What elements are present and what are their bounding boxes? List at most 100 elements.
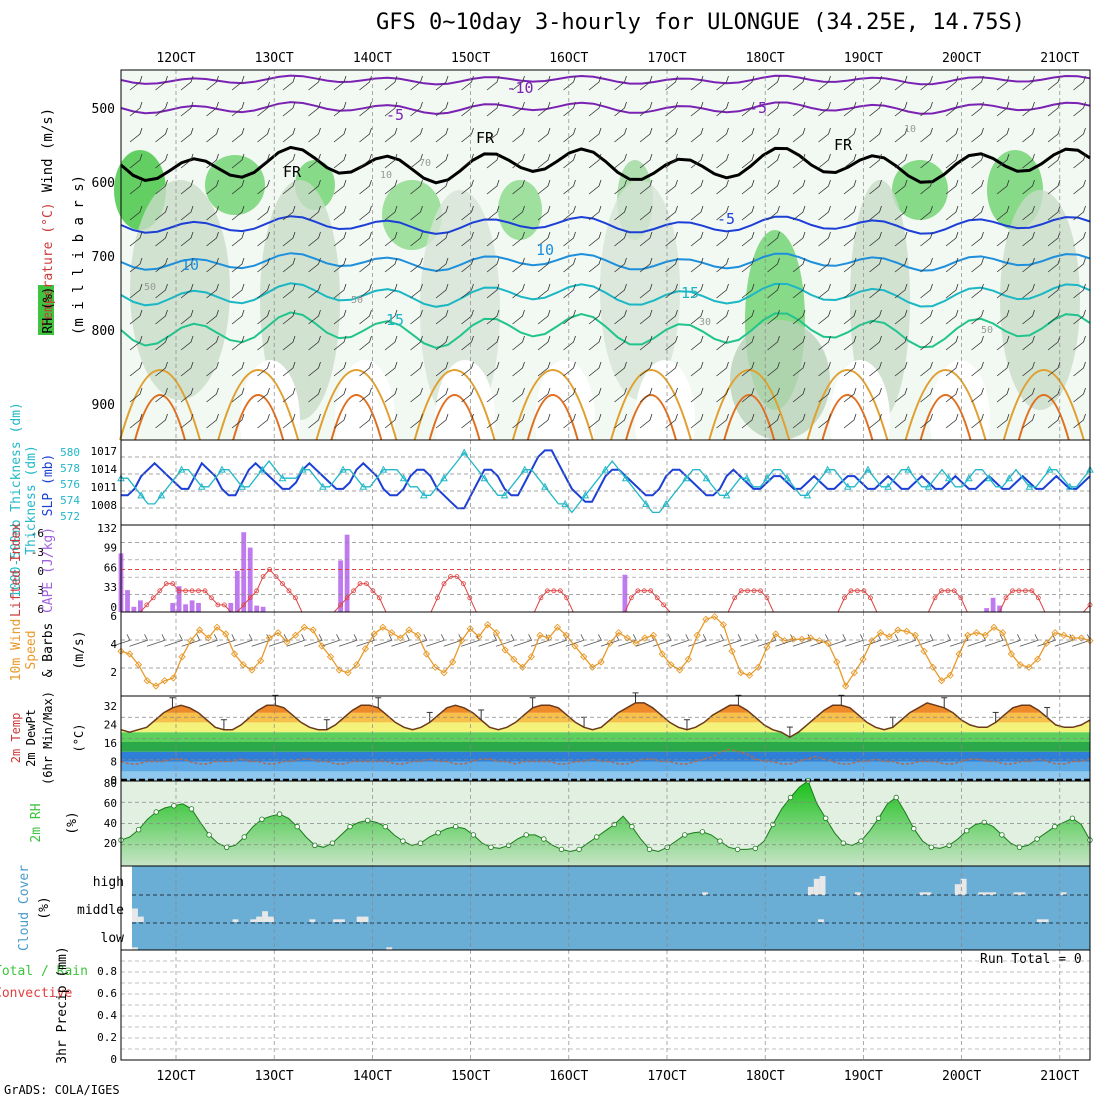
wind-barb	[665, 361, 678, 377]
wind-barb	[690, 387, 704, 403]
wind-barb	[920, 179, 933, 195]
wind-barb	[945, 335, 959, 351]
wind-barb	[665, 101, 678, 117]
cape-bar	[344, 534, 350, 612]
warm-isotherm-arc	[1002, 369, 1085, 441]
cape-bar	[234, 570, 240, 612]
lifted-index-marker	[286, 588, 292, 594]
wind-barb	[384, 361, 398, 377]
cloud-cover-bar	[925, 892, 932, 895]
isotherm-minus10	[120, 74, 1091, 86]
wind-barb	[461, 75, 474, 91]
wind-barb	[512, 75, 525, 91]
wind-speed-marker	[501, 646, 509, 654]
surface-wind-barb	[583, 634, 602, 647]
warm-isotherm-arc	[217, 369, 300, 441]
rh2m-marker	[893, 794, 899, 801]
wind-barb	[945, 101, 959, 117]
rh2m-marker	[206, 832, 212, 838]
wind-barb	[792, 361, 806, 377]
wind-barb	[588, 179, 602, 195]
contour-label: 10	[181, 256, 199, 274]
wind-barb	[461, 205, 474, 221]
wind-barb	[792, 387, 806, 403]
hot-isotherm-arc	[821, 394, 874, 441]
wind-speed-marker	[798, 635, 806, 643]
slp-tick: 1014	[91, 463, 118, 476]
x-tick-top: 17OCT	[647, 51, 686, 66]
wind-barb	[410, 153, 423, 169]
rh2m-marker	[135, 827, 142, 833]
cloud-level-tick: high	[93, 875, 124, 890]
x-tick-bottom: 19OCT	[844, 1069, 883, 1084]
wind-barb	[155, 257, 168, 273]
wind-speed-marker	[335, 666, 343, 674]
wind-barb	[996, 101, 1010, 117]
lifted-index-line	[121, 568, 1091, 613]
wind-barb	[639, 205, 653, 221]
dry-surface-region	[335, 360, 395, 480]
wind-barb	[333, 179, 347, 195]
wind-barb	[716, 127, 729, 143]
rh-fill-region	[498, 180, 542, 240]
wind-barb	[155, 205, 168, 221]
lifted-index-marker	[247, 595, 253, 601]
surface-wind-barb	[408, 634, 428, 647]
wind-barb	[1047, 335, 1061, 351]
wind-barb	[435, 179, 449, 195]
rh2m-marker	[823, 815, 829, 821]
wind-barb	[869, 257, 882, 273]
wind-barb	[410, 127, 423, 143]
wind-barb	[920, 153, 933, 169]
wind-barb	[257, 153, 270, 169]
wind-barb	[588, 257, 602, 273]
warm-isotherm-arc	[413, 369, 496, 441]
warm-isotherm-arc	[904, 369, 987, 441]
surface-wind-barb	[478, 634, 498, 647]
thickness-marker	[621, 474, 630, 482]
wind-barb	[486, 127, 500, 143]
wind-barb	[716, 283, 729, 299]
wind-barb	[894, 205, 908, 221]
wind-barb	[231, 127, 245, 143]
wind-barb	[537, 257, 551, 273]
lifted-index-marker	[654, 595, 660, 601]
wind-speed-marker	[274, 629, 282, 637]
wind-barb	[1047, 127, 1061, 143]
lifted-index-marker	[280, 581, 285, 587]
rh2m-tick: 40	[104, 817, 117, 830]
cloud-level-tick: middle	[77, 903, 124, 918]
wind-barb	[384, 413, 398, 429]
wind-barb	[333, 335, 347, 351]
wind-barb	[1022, 335, 1035, 351]
wind-barb	[563, 257, 576, 273]
wind-barb	[614, 387, 627, 403]
rh2m-tick: 20	[104, 837, 117, 850]
rh2m-marker	[1069, 815, 1076, 821]
wind-barb	[155, 127, 168, 143]
wind-barb	[359, 283, 372, 299]
x-tick-top: 16OCT	[549, 51, 588, 66]
wind-barb	[1047, 205, 1061, 221]
surface-wind-barb	[670, 634, 690, 647]
wind-barb	[767, 75, 780, 91]
wind-barb	[818, 127, 831, 143]
wind-barb	[639, 127, 653, 143]
wind-barb	[588, 153, 602, 169]
lifted-index-marker	[254, 588, 260, 594]
wind-barb	[614, 179, 627, 195]
wind-barb	[435, 361, 449, 377]
temp-color-band	[121, 761, 1090, 772]
wind-barb	[435, 75, 449, 91]
wind-barb	[665, 127, 678, 143]
wind-barb	[206, 335, 219, 351]
wind-barb	[206, 309, 219, 325]
cape-bar	[176, 586, 182, 612]
wind-barb	[741, 101, 755, 117]
rh2m-marker	[347, 823, 353, 830]
rh2m-marker	[470, 832, 477, 838]
wind-barb	[614, 361, 627, 377]
thickness-marker	[581, 491, 590, 499]
wind-barb	[614, 153, 627, 169]
wind-barb	[1047, 257, 1061, 273]
